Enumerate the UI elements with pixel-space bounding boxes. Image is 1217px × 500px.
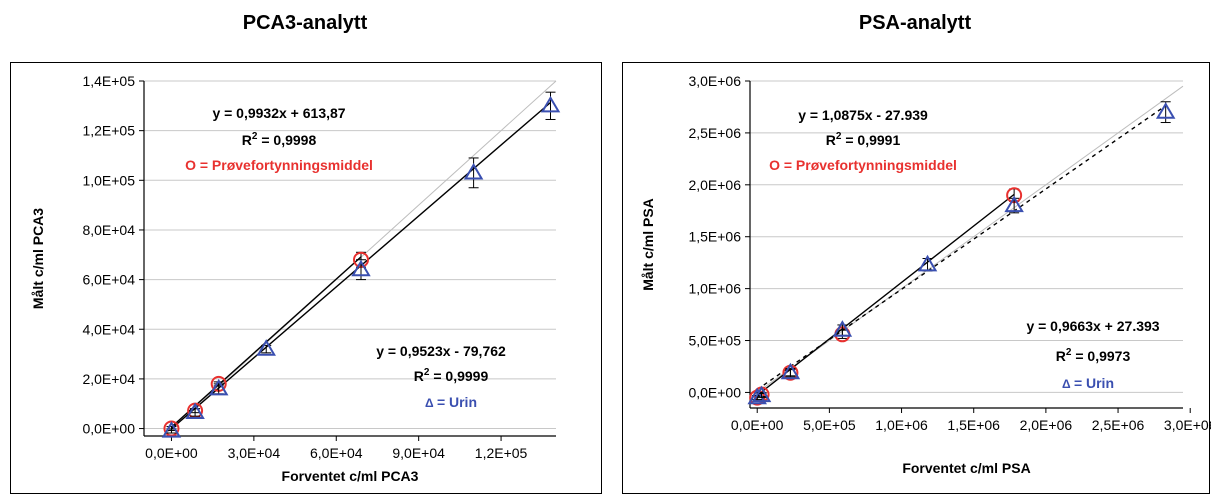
r-squared-diluent: R2 = 0,9991 <box>826 131 901 148</box>
identity-line <box>750 85 1184 399</box>
y-tick-label: 1,0E+05 <box>82 172 135 188</box>
chart-panel-pca3: 0,0E+00 2,0E+04 4,0E+04 6,0E+04 8,0E+04 1,0E+… <box>10 62 602 494</box>
y-tick-label: 1,0E+06 <box>688 281 741 297</box>
y-tick-label: 4,0E+04 <box>82 321 135 337</box>
legend-diluent: O = Prøvefortynningsmiddel <box>769 157 957 173</box>
y-tick-label: 1,2E+05 <box>82 123 135 139</box>
data-point-urine <box>256 339 276 356</box>
chart-title-pca3: PCA3-analytt <box>242 12 368 34</box>
x-axis-label: Forventet c/ml PCA3 <box>282 468 419 484</box>
x-tick-label: 6,0E+04 <box>310 445 363 461</box>
y-tick-label: 1,5E+06 <box>688 229 741 245</box>
legend-urine: Δ = Urin <box>1062 375 1114 391</box>
y-tick-label: 0,0E+00 <box>688 384 741 400</box>
chart-panel-psa: 0,0E+00 5,0E+05 1,0E+06 1,5E+06 2,0E+06 2,5E+… <box>622 62 1211 494</box>
data-point-urine <box>917 254 938 272</box>
x-tick-label: 0,0E+00 <box>731 417 784 433</box>
data-point-urine <box>161 421 182 438</box>
legend-urine: Δ = Urin <box>425 394 477 410</box>
y-tick-label: 0,0E+00 <box>82 421 135 437</box>
psa-chart: 0,0E+00 5,0E+05 1,0E+06 1,5E+06 2,0E+06 2,5E+… <box>640 73 1211 476</box>
x-tick-label: 1,5E+06 <box>947 417 1000 433</box>
y-axis-label: Målt c/ml PCA3 <box>30 208 46 309</box>
y-tick-label: 8,0E+04 <box>82 222 135 238</box>
pca3-chart: 0,0E+00 2,0E+04 4,0E+04 6,0E+04 8,0E+04 1,0E+… <box>30 73 561 484</box>
data-point-urine <box>832 320 853 337</box>
legend-diluent: O = Prøvefortynningsmiddel <box>185 157 373 173</box>
fit-equation-urine: y = 0,9663x + 27.393 <box>1026 318 1159 334</box>
x-tick-label: 9,0E+04 <box>392 445 445 461</box>
x-tick-label: 2,0E+06 <box>1020 417 1073 433</box>
fit-equation-urine: y = 0,9523x - 79,762 <box>376 343 506 359</box>
x-tick-label: 3,0E+06 <box>1164 417 1211 433</box>
x-axis-label: Forventet c/ml PSA <box>902 460 1030 476</box>
x-tick-label: 5,0E+05 <box>803 417 856 433</box>
y-tick-label: 2,0E+04 <box>82 371 135 387</box>
x-tick-label: 1,2E+05 <box>475 445 528 461</box>
chart-title-psa: PSA-analytt <box>858 12 972 34</box>
x-tick-label: 2,5E+06 <box>1092 417 1145 433</box>
x-tick-label: 1,0E+06 <box>875 417 928 433</box>
data-point-urine <box>1004 195 1024 213</box>
data-point-urine <box>780 362 801 380</box>
data-point-urine <box>351 259 371 277</box>
data-point-urine <box>463 162 484 180</box>
data-point-urine <box>540 95 561 113</box>
plot-area <box>162 80 557 436</box>
r-squared-diluent: R2 = 0,9998 <box>242 131 317 148</box>
y-tick-label: 2,5E+06 <box>688 125 741 141</box>
r-squared-urine: R2 = 0,9999 <box>414 367 489 384</box>
plot-area <box>750 85 1184 399</box>
fit-equation-diluent: y = 1,0875x - 27.939 <box>798 107 928 123</box>
y-tick-label: 6,0E+04 <box>82 272 135 288</box>
r-squared-urine: R2 = 0,9973 <box>1056 347 1131 364</box>
data-point-urine <box>208 378 229 396</box>
data-point-urine <box>751 385 772 403</box>
x-tick-label: 3,0E+04 <box>228 445 281 461</box>
data-point-urine <box>1155 102 1176 119</box>
y-tick-label: 5,0E+05 <box>688 333 741 349</box>
trendline-urine <box>756 105 1167 391</box>
y-tick-label: 2,0E+06 <box>688 177 741 193</box>
trendline-diluent <box>756 193 1015 396</box>
data-point-urine <box>185 402 205 420</box>
x-tick-label: 0,0E+00 <box>145 445 198 461</box>
y-tick-label: 3,0E+06 <box>688 73 741 89</box>
fit-equation-diluent: y = 0,9932x + 613,87 <box>212 105 345 121</box>
y-axis-label: Målt c/ml PSA <box>640 198 656 291</box>
y-tick-label: 1,4E+05 <box>82 73 135 89</box>
